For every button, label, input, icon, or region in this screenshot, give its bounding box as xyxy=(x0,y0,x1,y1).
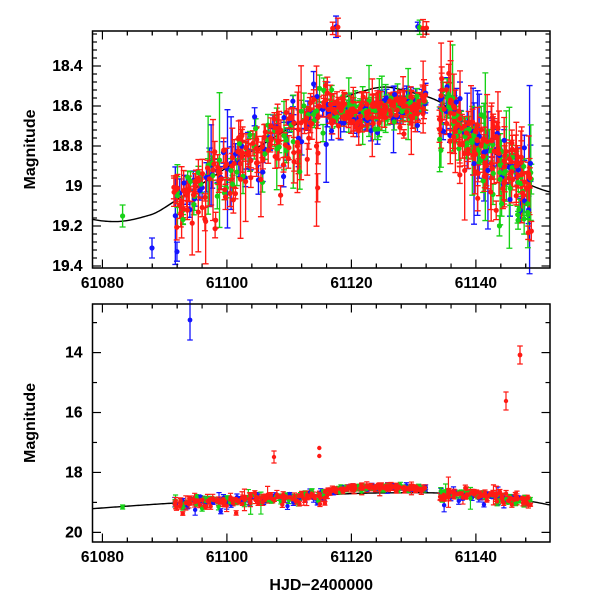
svg-text:Magnitude: Magnitude xyxy=(22,383,39,463)
svg-text:18.8: 18.8 xyxy=(52,138,83,155)
svg-text:14: 14 xyxy=(65,345,83,362)
svg-text:61100: 61100 xyxy=(206,275,248,292)
svg-text:61140: 61140 xyxy=(455,275,497,292)
svg-text:61120: 61120 xyxy=(330,549,372,566)
svg-text:HJD−2400000: HJD−2400000 xyxy=(269,577,373,594)
svg-text:61080: 61080 xyxy=(81,549,124,566)
svg-text:Magnitude: Magnitude xyxy=(22,109,39,189)
svg-text:20: 20 xyxy=(65,524,82,541)
svg-text:19.4: 19.4 xyxy=(52,258,83,275)
svg-text:18.4: 18.4 xyxy=(52,58,83,75)
svg-text:61140: 61140 xyxy=(455,549,497,566)
svg-text:61100: 61100 xyxy=(206,549,248,566)
svg-text:18: 18 xyxy=(65,464,83,481)
svg-text:19: 19 xyxy=(65,178,83,195)
svg-text:18.6: 18.6 xyxy=(52,98,83,115)
svg-text:61120: 61120 xyxy=(330,275,372,292)
svg-text:61080: 61080 xyxy=(81,275,124,292)
svg-text:16: 16 xyxy=(65,405,83,422)
svg-text:19.2: 19.2 xyxy=(52,218,82,235)
